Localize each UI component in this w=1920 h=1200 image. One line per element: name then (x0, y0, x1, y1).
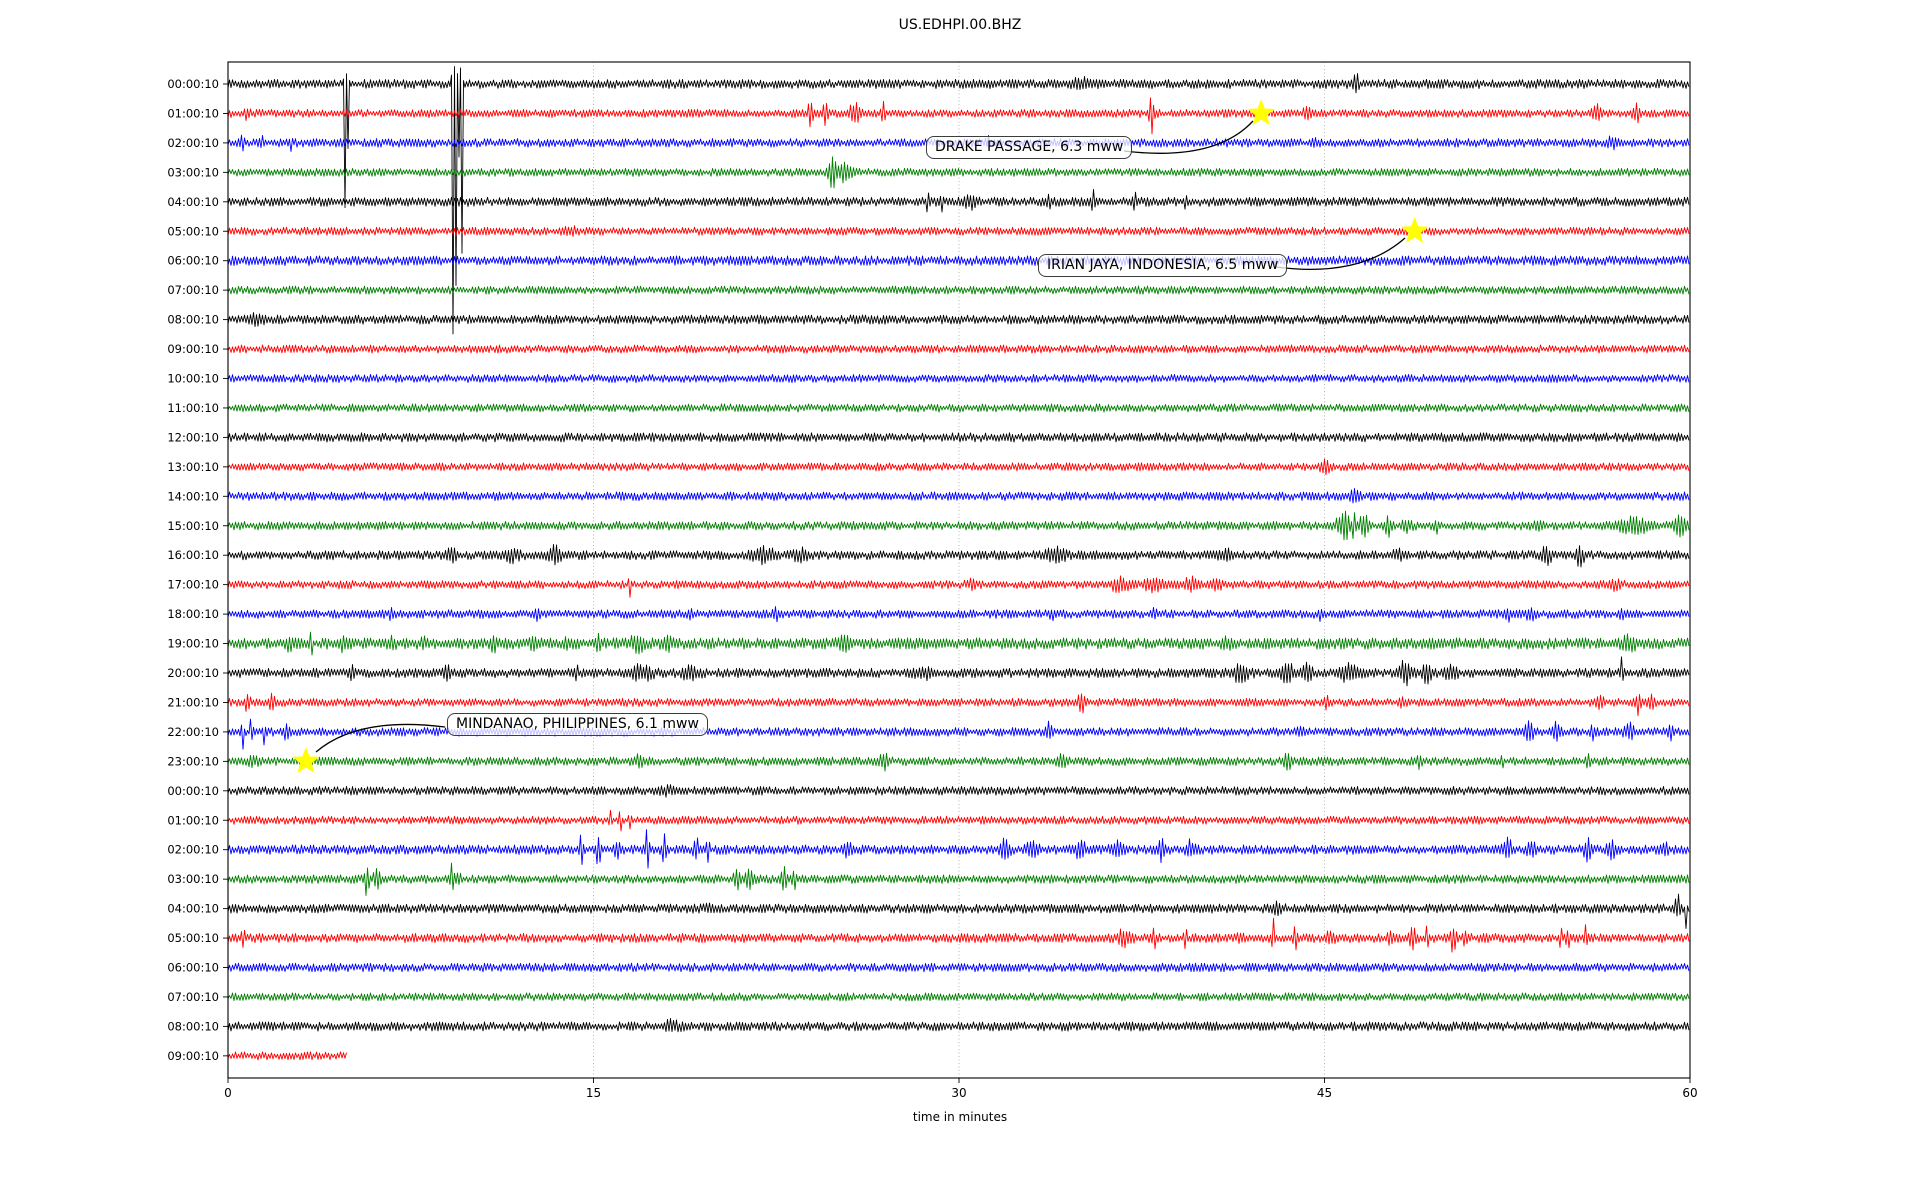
trace-row-25 (227, 809, 1690, 832)
y-tick-label-30: 06:00:10 (167, 961, 219, 975)
y-tick-label-22: 22:00:10 (167, 725, 219, 739)
y-tick-label-26: 02:00:10 (167, 843, 219, 857)
trace-row-28 (227, 893, 1690, 929)
y-tick-label-32: 08:00:10 (167, 1019, 219, 1033)
trace-row-29 (227, 917, 1690, 953)
trace-row-10 (227, 374, 1690, 383)
y-tick-label-23: 23:00:10 (167, 754, 219, 768)
y-tick-label-9: 09:00:10 (167, 342, 219, 356)
trace-row-8 (227, 312, 1690, 328)
trace-row-18 (227, 606, 1690, 623)
trace-row-1 (227, 97, 1690, 135)
y-tick-label-5: 05:00:10 (167, 224, 219, 238)
trace-row-12 (227, 432, 1690, 443)
chart-title: US.EDHPI.00.BHZ (898, 17, 1022, 33)
y-tick-label-28: 04:00:10 (167, 902, 219, 916)
event-star-2 (292, 746, 320, 774)
trace-row-17 (227, 575, 1690, 598)
y-tick-label-2: 02:00:10 (167, 136, 219, 150)
trace-row-14 (227, 488, 1690, 504)
event-star-0 (1247, 99, 1275, 126)
trace-row-30 (227, 962, 1690, 973)
trace-row-16 (227, 544, 1690, 568)
x-tick-label-45: 45 (1317, 1086, 1332, 1100)
y-tick-label-13: 13:00:10 (167, 460, 219, 474)
y-tick-label-14: 14:00:10 (167, 489, 219, 503)
trace-row-31 (227, 992, 1690, 1002)
annotation-drake-passage: DRAKE PASSAGE, 6.3 mww (926, 136, 1133, 159)
annotation-irian-jaya: IRIAN JAYA, INDONESIA, 6.5 mww (1038, 254, 1288, 277)
trace-row-24 (227, 784, 1690, 798)
trace-row-33 (227, 1051, 347, 1061)
y-tick-label-15: 15:00:10 (167, 519, 219, 533)
annotation-arrow-2 (315, 723, 446, 753)
y-tick-label-10: 10:00:10 (167, 372, 219, 386)
trace-row-19 (227, 631, 1690, 656)
y-tick-label-16: 16:00:10 (167, 548, 219, 562)
y-tick-label-25: 01:00:10 (167, 813, 219, 827)
trace-row-13 (227, 458, 1690, 476)
trace-row-32 (227, 1018, 1690, 1033)
x-axis-label: time in minutes (912, 1110, 1008, 1124)
x-tick-label-30: 30 (951, 1086, 966, 1100)
trace-row-0 (227, 66, 1690, 335)
event-star-1 (1400, 216, 1429, 243)
trace-row-7 (227, 285, 1690, 295)
trace-row-5 (227, 225, 1690, 237)
trace-row-6 (227, 255, 1690, 266)
y-tick-label-27: 03:00:10 (167, 872, 219, 886)
y-tick-label-3: 03:00:10 (167, 165, 219, 179)
annotation-arrow-0 (1123, 120, 1254, 154)
y-tick-label-12: 12:00:10 (167, 430, 219, 444)
x-tick-label-60: 60 (1682, 1086, 1697, 1100)
y-tick-label-4: 04:00:10 (167, 195, 219, 209)
trace-row-3 (227, 156, 1690, 189)
trace-row-23 (227, 752, 1690, 772)
y-tick-label-7: 07:00:10 (167, 283, 219, 297)
trace-row-4 (227, 188, 1690, 213)
y-tick-label-19: 19:00:10 (167, 637, 219, 651)
y-tick-label-0: 00:00:10 (167, 77, 219, 91)
trace-row-15 (227, 510, 1690, 541)
y-tick-label-33: 09:00:10 (167, 1049, 219, 1063)
y-tick-label-18: 18:00:10 (167, 607, 219, 621)
trace-row-9 (227, 344, 1690, 354)
x-tick-label-0: 0 (224, 1086, 232, 1100)
y-tick-label-20: 20:00:10 (167, 666, 219, 680)
y-tick-label-8: 08:00:10 (167, 313, 219, 327)
trace-row-26 (227, 829, 1690, 869)
trace-row-27 (227, 862, 1690, 896)
trace-row-20 (227, 656, 1690, 687)
y-tick-label-24: 00:00:10 (167, 784, 219, 798)
x-tick-label-15: 15 (586, 1086, 601, 1100)
annotation-mindanao: MINDANAO, PHILIPPINES, 6.1 mww (447, 713, 708, 736)
y-tick-label-6: 06:00:10 (167, 254, 219, 268)
trace-row-21 (227, 692, 1690, 717)
y-tick-label-1: 01:00:10 (167, 106, 219, 120)
annotation-arrow-1 (1275, 237, 1406, 270)
y-tick-label-29: 05:00:10 (167, 931, 219, 945)
y-tick-label-11: 11:00:10 (167, 401, 219, 415)
trace-row-11 (227, 403, 1690, 413)
y-tick-label-17: 17:00:10 (167, 578, 219, 592)
y-tick-label-31: 07:00:10 (167, 990, 219, 1004)
y-tick-label-21: 21:00:10 (167, 695, 219, 709)
